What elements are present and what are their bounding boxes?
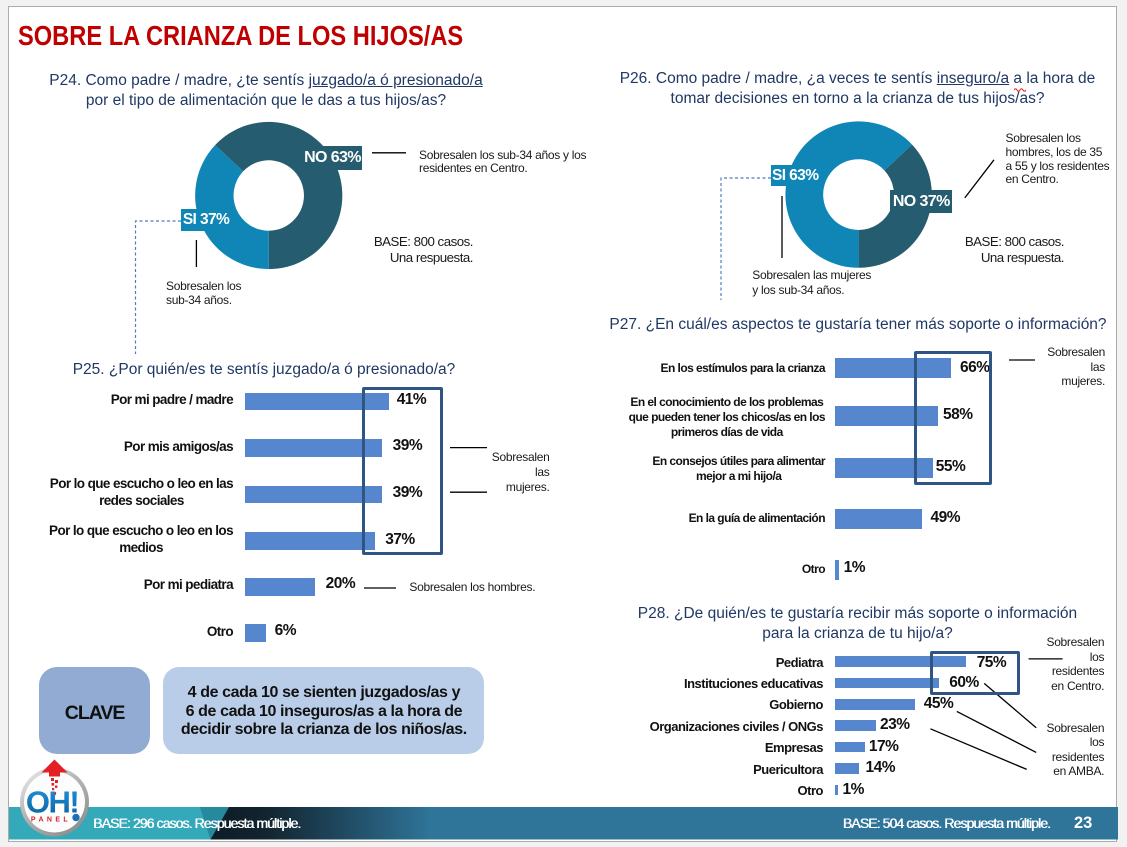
svg-text:OH!: OH! [26, 785, 78, 820]
svg-text:PANEL: PANEL [31, 817, 71, 824]
